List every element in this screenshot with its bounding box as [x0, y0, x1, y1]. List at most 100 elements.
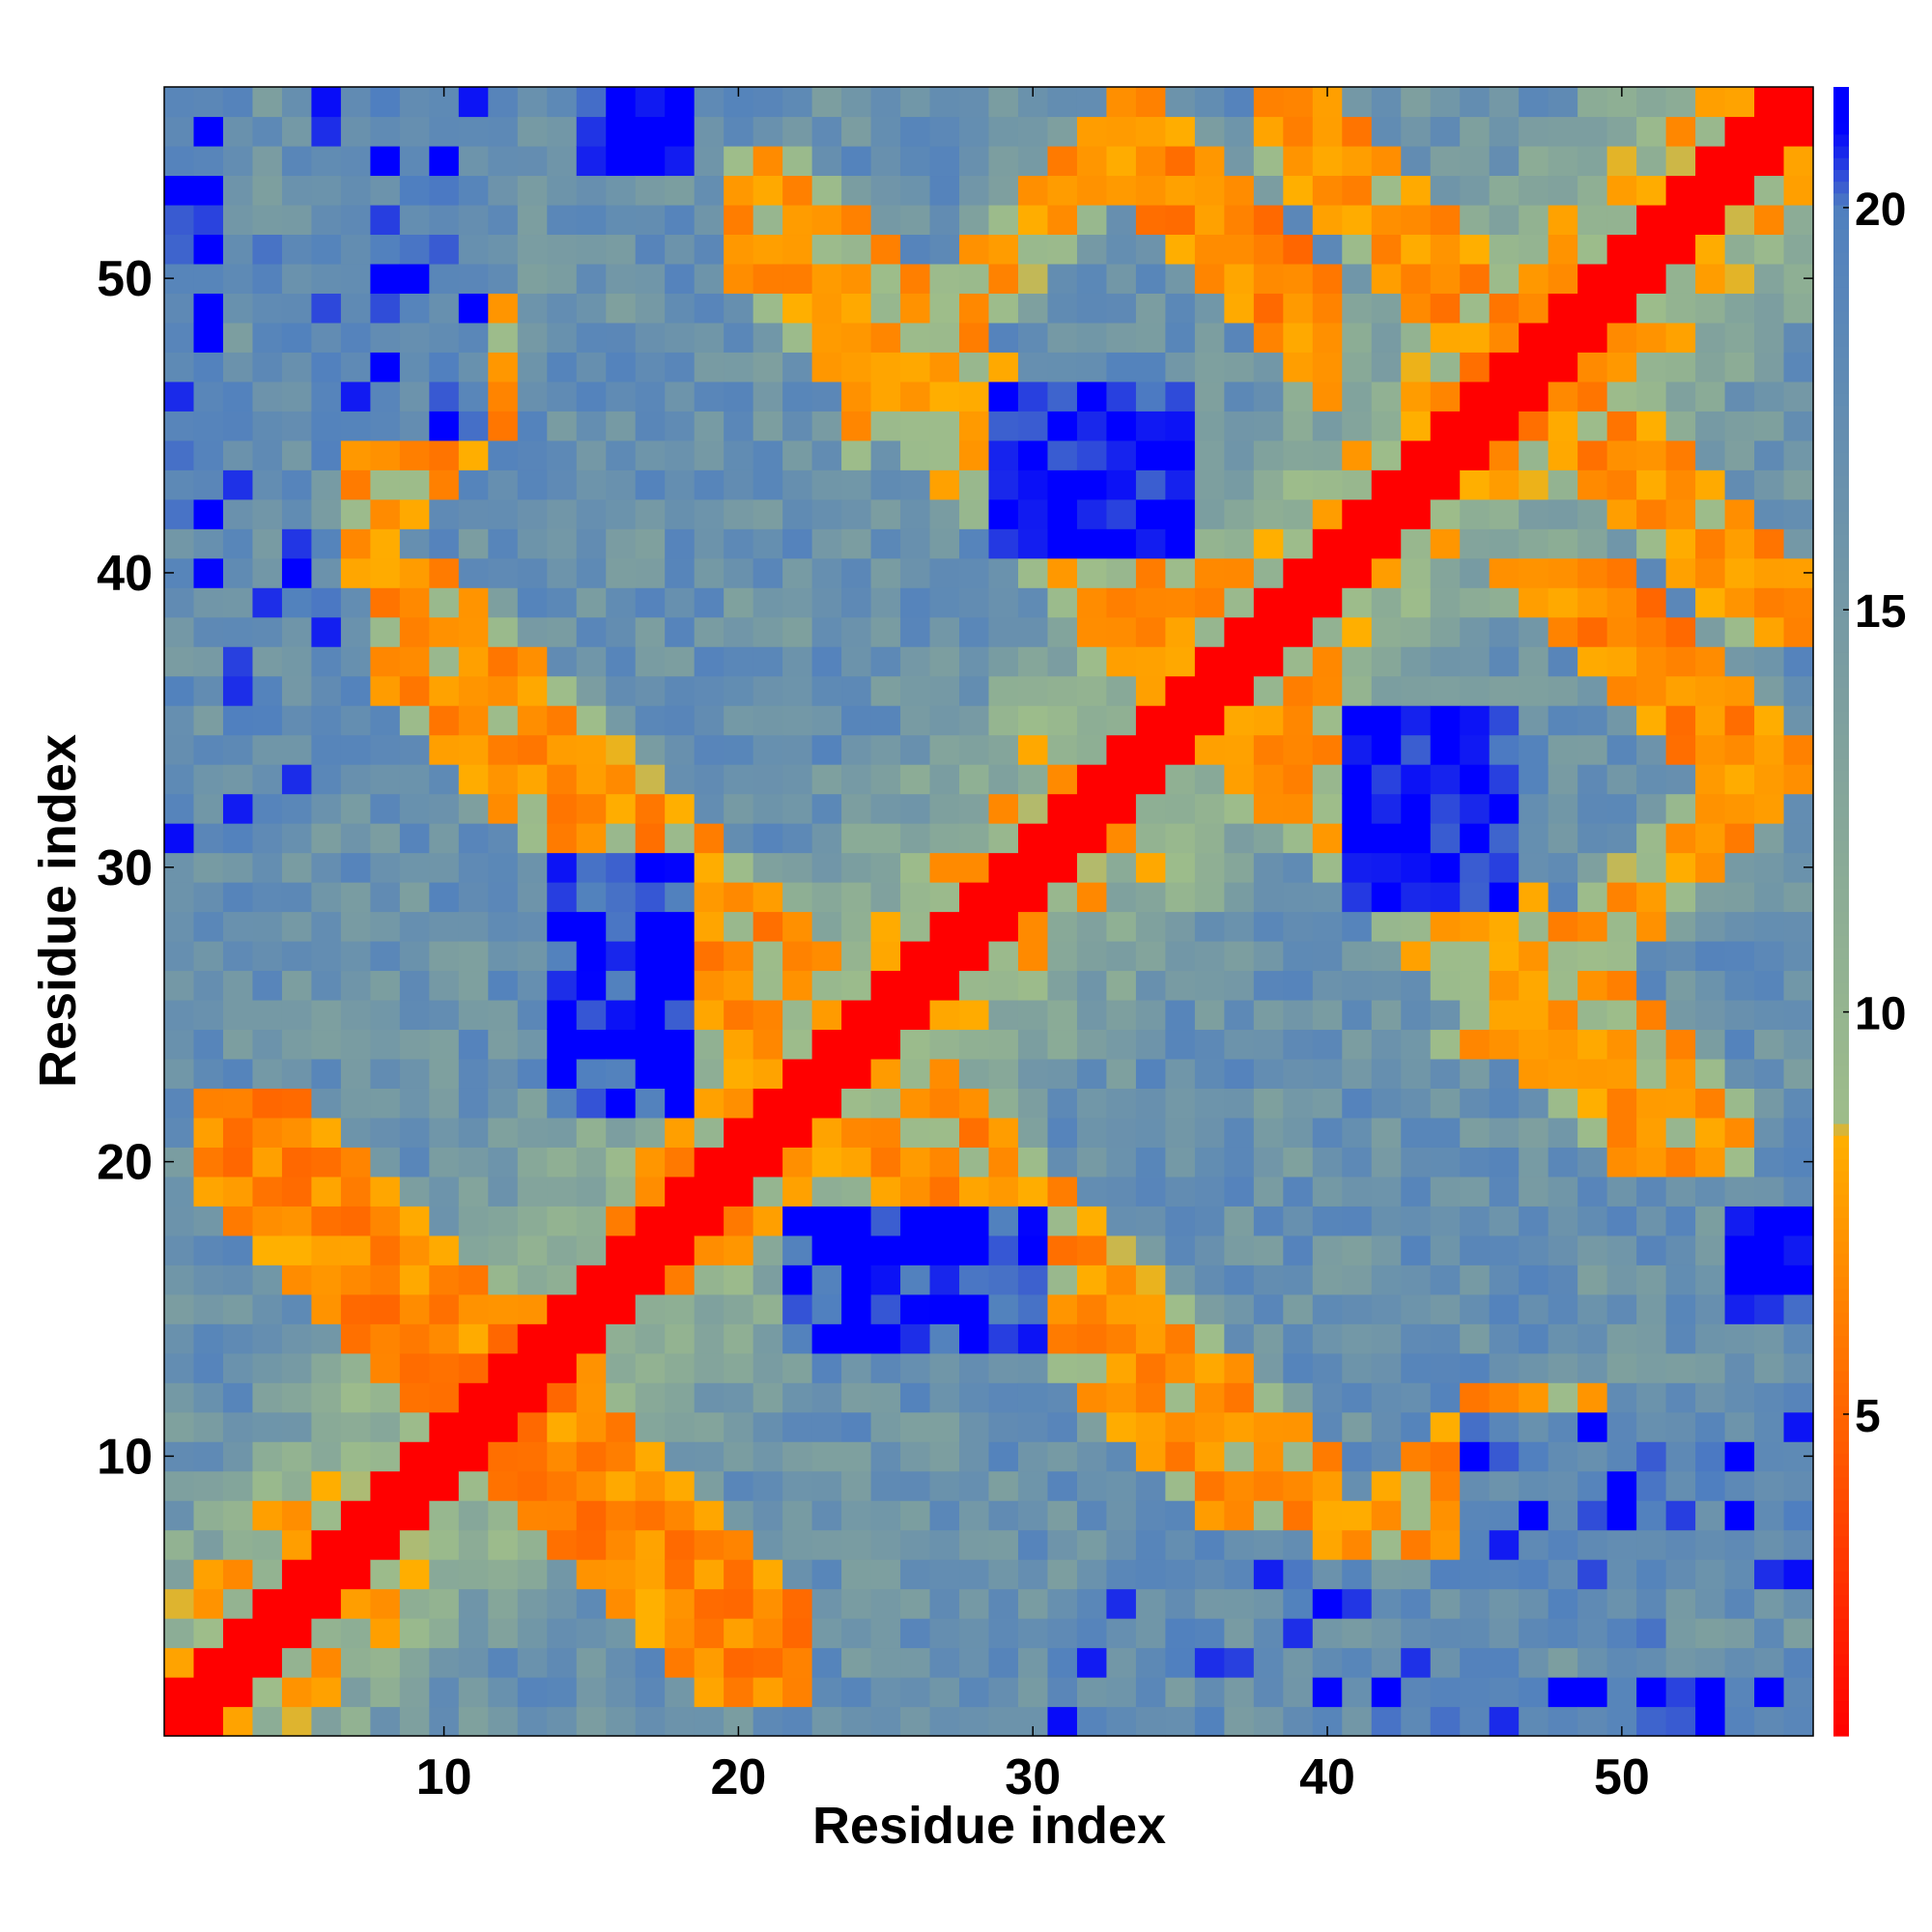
- heatmap-cell: [782, 145, 813, 177]
- heatmap-cell: [1401, 999, 1432, 1031]
- heatmap-cell: [1135, 263, 1166, 294]
- heatmap-cell: [1017, 970, 1049, 1001]
- heatmap-cell: [1253, 175, 1284, 206]
- colorbar-segment: [1833, 934, 1849, 948]
- heatmap-cell: [1253, 1677, 1284, 1708]
- heatmap-cell: [1076, 352, 1108, 383]
- heatmap-cell: [311, 116, 342, 147]
- heatmap-cell: [959, 234, 990, 265]
- heatmap-cell: [1430, 381, 1461, 412]
- heatmap-cell: [1783, 528, 1814, 559]
- colorbar-segment: [1833, 1559, 1849, 1572]
- heatmap-cell: [1135, 1677, 1166, 1708]
- heatmap-cell: [1165, 1235, 1196, 1265]
- heatmap-cell: [1724, 882, 1755, 913]
- heatmap-cell: [988, 1147, 1019, 1178]
- heatmap-cell: [1695, 263, 1726, 294]
- heatmap-cell: [1253, 1529, 1284, 1560]
- heatmap-cell: [252, 1618, 283, 1649]
- heatmap-cell: [193, 116, 224, 147]
- heatmap-cell: [1665, 734, 1696, 765]
- heatmap-cell: [1665, 852, 1696, 883]
- colorbar-segment: [1833, 582, 1849, 594]
- heatmap-cell: [1460, 1411, 1491, 1442]
- heatmap-cell: [694, 793, 724, 824]
- heatmap-cell: [458, 852, 489, 883]
- heatmap-cell: [1665, 882, 1696, 913]
- heatmap-cell: [1606, 1500, 1637, 1531]
- heatmap-cell: [1017, 175, 1049, 206]
- heatmap-cell: [811, 528, 842, 559]
- heatmap-cell: [635, 646, 666, 677]
- heatmap-cell: [782, 1352, 813, 1383]
- heatmap-cell: [1695, 1117, 1726, 1148]
- heatmap-cell: [1047, 852, 1078, 883]
- heatmap-cell: [1283, 116, 1314, 147]
- heatmap-cell: [458, 1677, 489, 1708]
- heatmap-cell: [1224, 1206, 1255, 1236]
- heatmap-cell: [547, 528, 578, 559]
- heatmap-cell: [488, 528, 519, 559]
- heatmap-cell: [841, 1293, 872, 1324]
- heatmap-cell: [665, 1529, 696, 1560]
- heatmap-cell: [1548, 1559, 1578, 1590]
- y-tick-label: 50: [97, 251, 153, 307]
- heatmap-cell: [1401, 616, 1432, 647]
- heatmap-cell: [1342, 1382, 1373, 1413]
- heatmap-cell: [841, 882, 872, 913]
- heatmap-cell: [1665, 528, 1696, 559]
- heatmap-cell: [547, 557, 578, 588]
- colorbar-segment: [1833, 251, 1849, 265]
- heatmap-cell: [959, 87, 990, 118]
- colorbar-segment: [1833, 1453, 1849, 1466]
- heatmap-cell: [399, 1677, 430, 1708]
- heatmap-cell: [1489, 87, 1520, 118]
- heatmap-cell: [1253, 1618, 1284, 1649]
- heatmap-cell: [959, 705, 990, 736]
- heatmap-cell: [311, 87, 342, 118]
- heatmap-cell: [1401, 1382, 1432, 1413]
- heatmap-cell: [841, 734, 872, 765]
- heatmap-cell: [1724, 145, 1755, 177]
- y-axis-title: Residue index: [29, 734, 87, 1088]
- heatmap-cell: [900, 381, 931, 412]
- heatmap-cell: [1194, 234, 1225, 265]
- heatmap-cell: [576, 1293, 607, 1324]
- heatmap-cell: [1489, 1647, 1520, 1678]
- heatmap-cell: [900, 352, 931, 383]
- heatmap-cell: [1754, 557, 1785, 588]
- heatmap-cell: [635, 705, 666, 736]
- heatmap-cell: [1548, 882, 1578, 913]
- heatmap-cell: [311, 882, 342, 913]
- heatmap-cell: [547, 1677, 578, 1708]
- heatmap-cell: [1636, 1588, 1667, 1619]
- heatmap-cell: [753, 411, 783, 441]
- heatmap-cell: [281, 440, 313, 470]
- colorbar-segment: [1833, 829, 1849, 841]
- heatmap-cell: [252, 734, 283, 765]
- heatmap-cell: [1460, 498, 1491, 529]
- heatmap-cell: [399, 1088, 430, 1119]
- heatmap-cell: [1135, 1441, 1166, 1472]
- heatmap-cell: [694, 616, 724, 647]
- heatmap-cell: [1165, 1029, 1196, 1060]
- heatmap-cell: [252, 1529, 283, 1560]
- heatmap-cell: [1460, 234, 1491, 265]
- heatmap-cell: [1165, 616, 1196, 647]
- heatmap-cell: [1047, 1529, 1078, 1560]
- heatmap-cell: [1401, 1293, 1432, 1324]
- heatmap-cell: [488, 1176, 519, 1207]
- heatmap-cell: [1460, 322, 1491, 353]
- heatmap-cell: [900, 1058, 931, 1089]
- heatmap-cell: [988, 322, 1019, 353]
- heatmap-cell: [1519, 1618, 1549, 1649]
- heatmap-cell: [488, 1323, 519, 1354]
- heatmap-cell: [1783, 646, 1814, 677]
- heatmap-cell: [900, 1117, 931, 1148]
- heatmap-cell: [1665, 646, 1696, 677]
- heatmap-cell: [370, 1176, 401, 1207]
- heatmap-cell: [458, 175, 489, 206]
- heatmap-cell: [1577, 1588, 1608, 1619]
- heatmap-cell: [782, 646, 813, 677]
- heatmap-cell: [1106, 411, 1137, 441]
